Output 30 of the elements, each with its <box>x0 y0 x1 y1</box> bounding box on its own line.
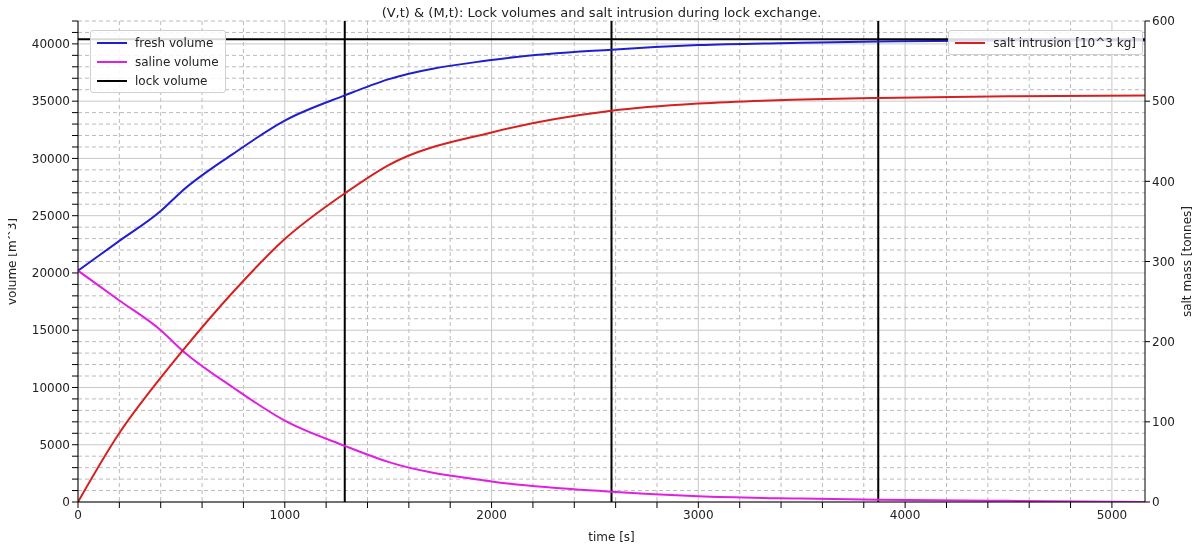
y-tick-label: 20000 <box>31 266 70 281</box>
legend-label: lock volume <box>135 73 208 88</box>
y2-tick-label: 400 <box>1152 174 1175 189</box>
x-tick-label: 2000 <box>476 507 507 522</box>
y2-tick-label: 200 <box>1152 334 1175 349</box>
x-tick-label: 0 <box>74 507 82 522</box>
legend-label: fresh volume <box>135 35 214 50</box>
y2-tick-label: 100 <box>1152 415 1175 430</box>
y-tick-label: 30000 <box>31 151 70 166</box>
y-tick-label: 40000 <box>31 37 70 52</box>
x-axis-title: time [s] <box>588 530 635 544</box>
x-tick-label: 3000 <box>683 507 714 522</box>
legend-label: saline volume <box>135 54 219 69</box>
y-tick-label: 25000 <box>31 208 70 223</box>
y-tick-label: 15000 <box>31 323 70 338</box>
y-tick-label: 0 <box>62 495 70 510</box>
y-tick-label: 35000 <box>31 94 70 109</box>
y-tick-label: 10000 <box>31 380 70 395</box>
x-tick-label: 5000 <box>1096 507 1128 522</box>
y-axis-title: volume [m^3] <box>5 217 20 306</box>
y2-tick-label: 0 <box>1152 495 1160 510</box>
y2-axis-title: salt mass [tonnes] <box>1180 205 1194 318</box>
chart-title: (V,t) & (M,t): Lock volumes and salt intrusion during lock exchange. <box>381 5 822 20</box>
y2-tick-label: 300 <box>1152 254 1175 269</box>
y2-tick-label: 500 <box>1152 94 1175 109</box>
y-tick-label: 5000 <box>39 438 70 452</box>
y2-tick-label: 600 <box>1152 14 1175 29</box>
x-tick-label: 4000 <box>889 507 921 522</box>
x-tick-label: 1000 <box>269 507 301 522</box>
legend-label: salt intrusion [10^3 kg] <box>993 35 1136 50</box>
